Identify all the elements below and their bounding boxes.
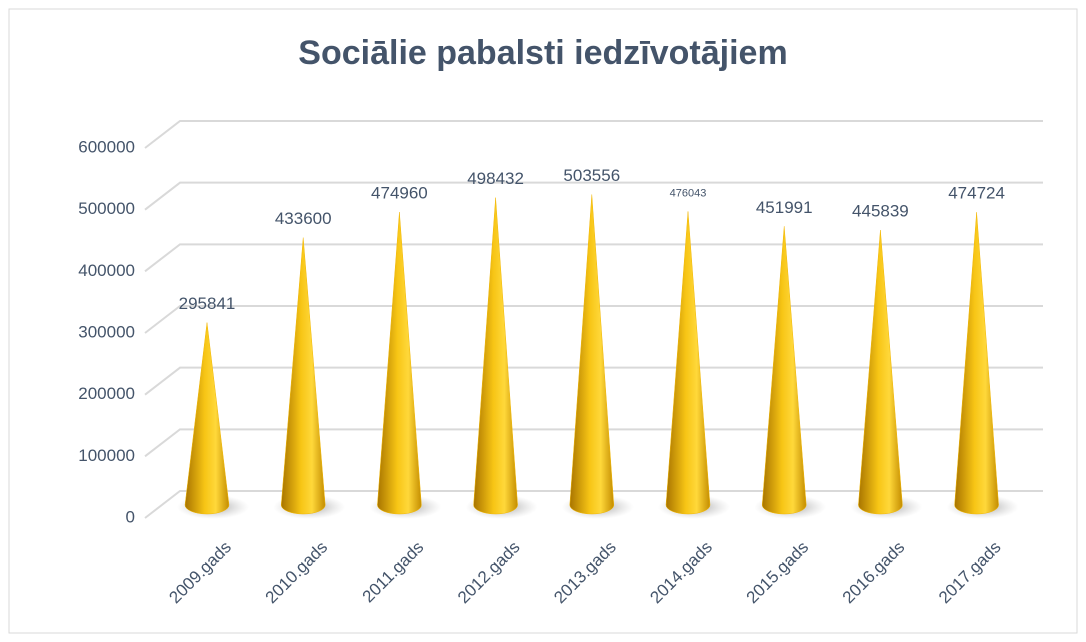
y-tick-label: 600000 [78, 137, 135, 156]
cone [569, 194, 615, 515]
cone [954, 212, 999, 515]
y-tick-label: 500000 [78, 199, 135, 218]
value-label: 476043 [670, 187, 707, 199]
value-label: 498432 [467, 169, 524, 188]
grid-line [144, 428, 1043, 458]
grid-line [144, 181, 1043, 211]
cone [665, 211, 711, 515]
cone [761, 226, 807, 515]
chart-border [8, 8, 1078, 634]
y-tick-label: 0 [126, 507, 135, 526]
cone [280, 237, 326, 515]
cone [377, 212, 422, 515]
grid-line [144, 305, 1043, 334]
grid-line [144, 243, 1043, 273]
value-label: 445839 [852, 202, 909, 221]
value-label: 474724 [948, 184, 1005, 203]
y-tick-label: 200000 [78, 384, 135, 403]
value-label: 503556 [563, 166, 620, 185]
y-tick-label: 100000 [78, 446, 135, 465]
cone [184, 322, 230, 515]
value-label: 433600 [275, 209, 332, 228]
cone [858, 230, 903, 515]
value-label: 295841 [179, 294, 236, 313]
value-label: 474960 [371, 184, 428, 203]
grid-line [144, 366, 1043, 396]
grid-line [144, 120, 1043, 149]
value-label: 451991 [756, 198, 813, 217]
y-tick-label: 400000 [78, 261, 135, 280]
chart-title: Sociālie pabalsti iedzīvotājiem [298, 34, 787, 72]
cone [473, 197, 518, 515]
y-tick-label: 300000 [78, 322, 135, 341]
grid-line [144, 490, 1043, 519]
